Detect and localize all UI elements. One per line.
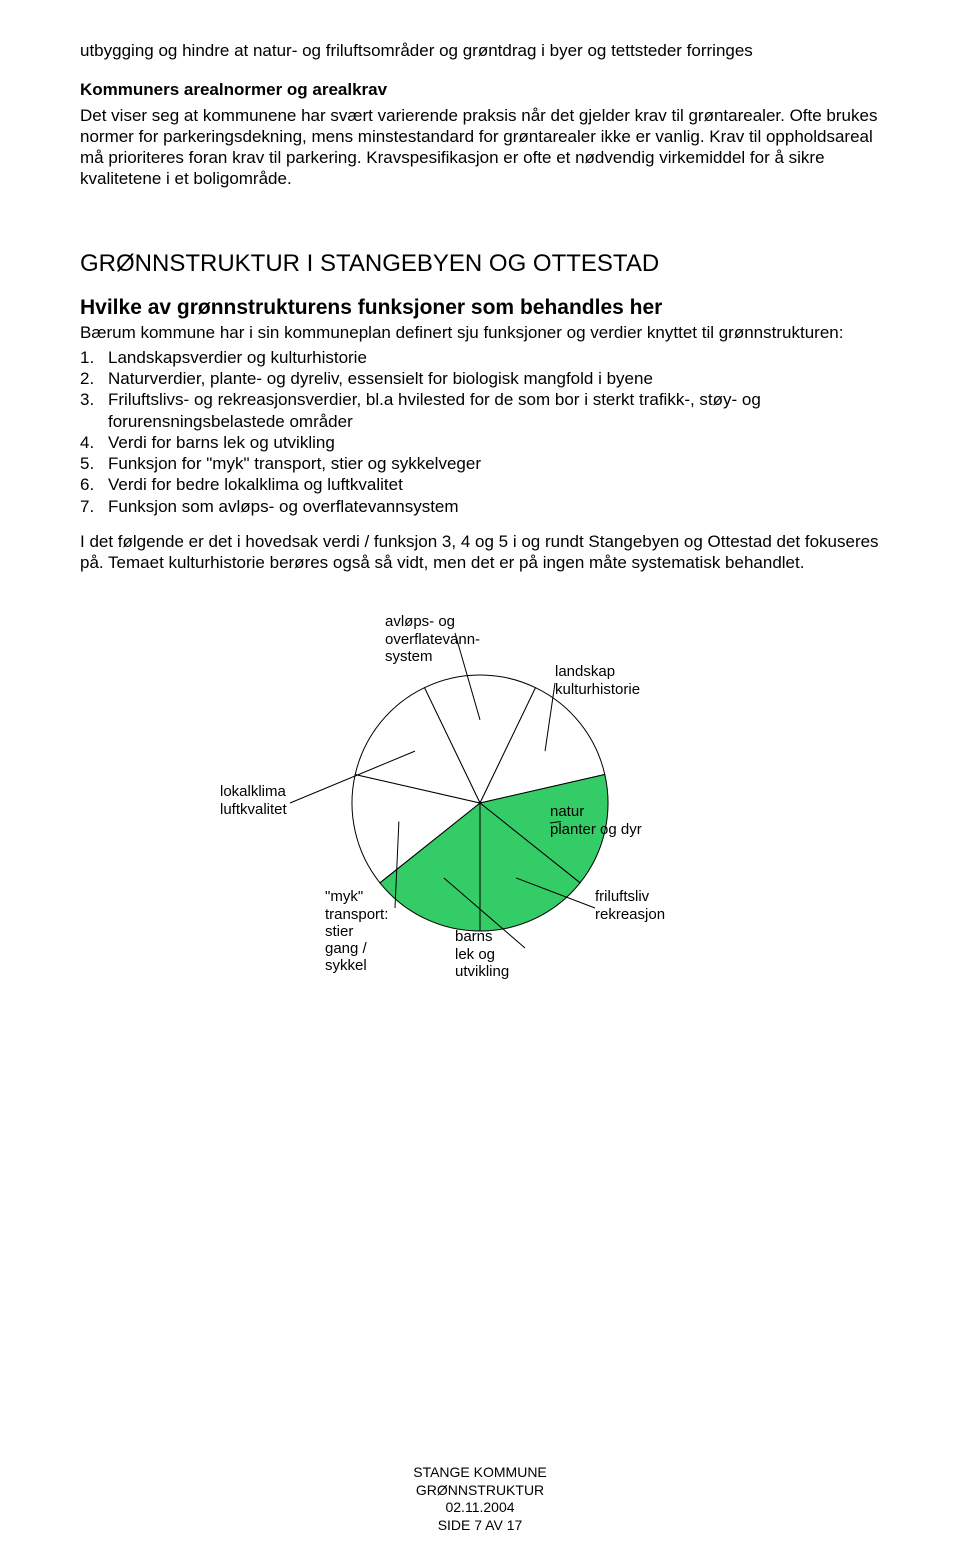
list-item-text: Naturverdier, plante- og dyreliv, essens… — [108, 368, 653, 389]
list-item-number: 5. — [80, 453, 108, 474]
chart-label: landskap kulturhistorie — [555, 663, 640, 698]
list-item-number: 7. — [80, 496, 108, 517]
intro-line: utbygging og hindre at natur- og friluft… — [80, 40, 880, 61]
chart-label: friluftsliv rekreasjon — [595, 888, 665, 923]
footer-org: STANGE KOMMUNE — [0, 1464, 960, 1482]
list-item-text: Verdi for bedre lokalklima og luftkvalit… — [108, 474, 403, 495]
section-lead: Bærum kommune har i sin kommuneplan defi… — [80, 322, 880, 343]
chart-label: lokalklima luftkvalitet — [220, 783, 287, 818]
numbered-list: 1.Landskapsverdier og kulturhistorie2.Na… — [80, 347, 880, 517]
pie-chart-container: avløps- og overflatevann- system landskap… — [80, 613, 880, 993]
intro-heading: Kommuners arealnormer og arealkrav — [80, 79, 880, 100]
list-item-text: Friluftslivs- og rekreasjonsverdier, bl.… — [108, 389, 880, 432]
list-item-number: 6. — [80, 474, 108, 495]
list-item-number: 1. — [80, 347, 108, 368]
list-item: 5.Funksjon for "myk" transport, stier og… — [80, 453, 880, 474]
section-subtitle: Hvilke av grønnstrukturens funksjoner so… — [80, 296, 880, 320]
list-item-number: 4. — [80, 432, 108, 453]
chart-label: "myk" transport: stier gang / sykkel — [325, 888, 388, 974]
list-item-text: Landskapsverdier og kulturhistorie — [108, 347, 367, 368]
pie-chart: avløps- og overflatevann- system landskap… — [220, 613, 740, 993]
section-closing: I det følgende er det i hovedsak verdi /… — [80, 531, 880, 574]
list-item: 1.Landskapsverdier og kulturhistorie — [80, 347, 880, 368]
list-item-text: Funksjon for "myk" transport, stier og s… — [108, 453, 481, 474]
list-item: 2.Naturverdier, plante- og dyreliv, esse… — [80, 368, 880, 389]
list-item: 7.Funksjon som avløps- og overflatevanns… — [80, 496, 880, 517]
list-item-number: 3. — [80, 389, 108, 432]
list-item-number: 2. — [80, 368, 108, 389]
chart-label: barns lek og utvikling — [455, 928, 509, 980]
list-item-text: Verdi for barns lek og utvikling — [108, 432, 335, 453]
footer-title: GRØNNSTRUKTUR — [0, 1482, 960, 1500]
chart-label: avløps- og overflatevann- system — [385, 613, 480, 665]
footer-date: 02.11.2004 — [0, 1499, 960, 1517]
list-item: 6.Verdi for bedre lokalklima og luftkval… — [80, 474, 880, 495]
list-item-text: Funksjon som avløps- og overflatevannsys… — [108, 496, 459, 517]
list-item: 4.Verdi for barns lek og utvikling — [80, 432, 880, 453]
footer-page: SIDE 7 AV 17 — [0, 1517, 960, 1535]
section-title: GRØNNSTRUKTUR I STANGEBYEN OG OTTESTAD — [80, 250, 880, 278]
list-item: 3.Friluftslivs- og rekreasjonsverdier, b… — [80, 389, 880, 432]
intro-body: Det viser seg at kommunene har svært var… — [80, 105, 880, 190]
page-footer: STANGE KOMMUNE GRØNNSTRUKTUR 02.11.2004 … — [0, 1464, 960, 1534]
chart-label: natur planter og dyr — [550, 803, 642, 838]
